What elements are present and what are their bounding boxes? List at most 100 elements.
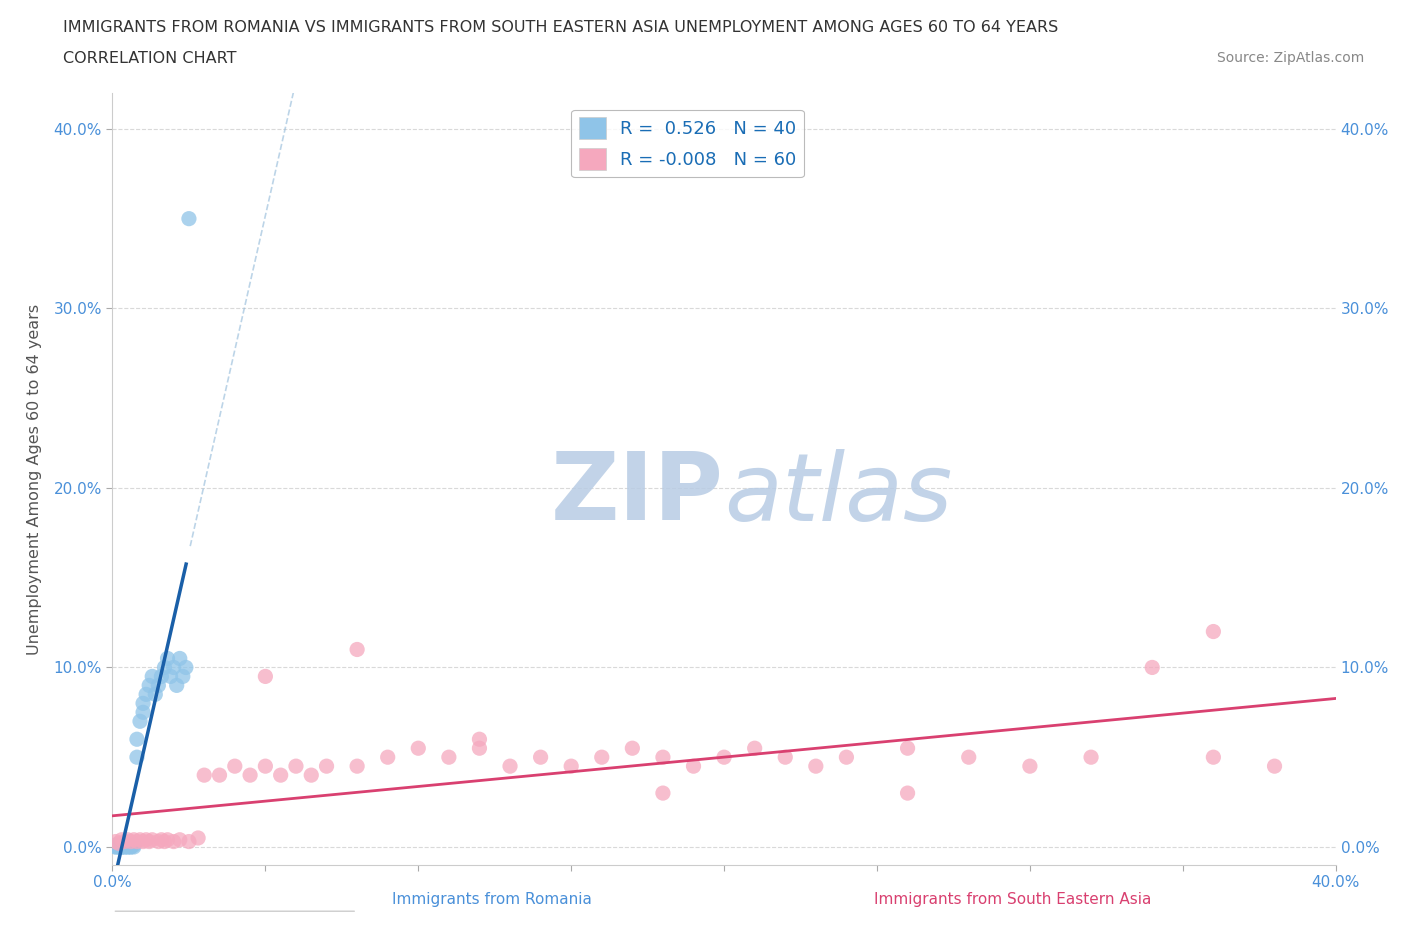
Immigrants from South Eastern Asia	[1264, 759, 1286, 774]
Immigrants from South Eastern Asia	[153, 834, 176, 849]
Immigrants from South Eastern Asia	[187, 830, 209, 845]
Text: Immigrants from South Eastern Asia: Immigrants from South Eastern Asia	[873, 892, 1152, 907]
Immigrants from Romania	[111, 840, 134, 855]
Y-axis label: Unemployment Among Ages 60 to 64 years: Unemployment Among Ages 60 to 64 years	[28, 303, 42, 655]
Immigrants from Romania	[111, 840, 134, 855]
Immigrants from Romania	[104, 838, 127, 853]
Immigrants from South Eastern Asia	[1080, 750, 1102, 764]
Immigrants from South Eastern Asia	[1202, 624, 1225, 639]
Immigrants from South Eastern Asia	[957, 750, 980, 764]
Immigrants from Romania	[172, 669, 194, 684]
Text: Source: ZipAtlas.com: Source: ZipAtlas.com	[1216, 51, 1364, 65]
Immigrants from Romania	[107, 840, 129, 855]
Immigrants from Romania	[111, 838, 134, 853]
Immigrants from South Eastern Asia	[107, 836, 129, 851]
Text: IMMIGRANTS FROM ROMANIA VS IMMIGRANTS FROM SOUTH EASTERN ASIA UNEMPLOYMENT AMONG: IMMIGRANTS FROM ROMANIA VS IMMIGRANTS FR…	[63, 20, 1059, 35]
Immigrants from South Eastern Asia	[346, 642, 368, 657]
Immigrants from South Eastern Asia	[148, 834, 170, 849]
Immigrants from Romania	[135, 687, 157, 702]
Immigrants from South Eastern Asia	[408, 741, 430, 756]
Immigrants from Romania	[163, 660, 186, 675]
Immigrants from South Eastern Asia	[621, 741, 644, 756]
Immigrants from South Eastern Asia	[897, 786, 920, 801]
Immigrants from South Eastern Asia	[591, 750, 613, 764]
Immigrants from South Eastern Asia	[835, 750, 858, 764]
Immigrants from Romania	[125, 750, 148, 764]
Immigrants from South Eastern Asia	[270, 767, 292, 782]
Immigrants from South Eastern Asia	[377, 750, 399, 764]
Immigrants from Romania	[156, 651, 179, 666]
Immigrants from Romania	[150, 669, 173, 684]
Immigrants from South Eastern Asia	[254, 759, 277, 774]
Immigrants from South Eastern Asia	[682, 759, 704, 774]
Immigrants from Romania	[177, 211, 200, 226]
Text: ZIP: ZIP	[551, 448, 724, 540]
Immigrants from South Eastern Asia	[499, 759, 522, 774]
Immigrants from South Eastern Asia	[129, 832, 152, 847]
Immigrants from South Eastern Asia	[224, 759, 246, 774]
Immigrants from Romania	[104, 840, 127, 855]
Immigrants from South Eastern Asia	[114, 834, 136, 849]
Immigrants from Romania	[153, 660, 176, 675]
Immigrants from South Eastern Asia	[1018, 759, 1040, 774]
Immigrants from South Eastern Asia	[104, 834, 127, 849]
Immigrants from South Eastern Asia	[138, 834, 160, 849]
Immigrants from South Eastern Asia	[468, 741, 491, 756]
Immigrants from Romania	[122, 840, 145, 855]
Immigrants from Romania	[148, 678, 170, 693]
Immigrants from South Eastern Asia	[177, 834, 200, 849]
Immigrants from South Eastern Asia	[530, 750, 553, 764]
Immigrants from Romania	[114, 840, 136, 855]
Immigrants from South Eastern Asia	[169, 832, 191, 847]
Immigrants from Romania	[114, 838, 136, 853]
Immigrants from Romania	[104, 840, 127, 855]
Immigrants from South Eastern Asia	[1202, 750, 1225, 764]
Immigrants from South Eastern Asia	[804, 759, 827, 774]
Immigrants from Romania	[132, 696, 155, 711]
Immigrants from Romania	[114, 840, 136, 855]
Immigrants from Romania	[122, 838, 145, 853]
Immigrants from Romania	[111, 840, 134, 855]
Immigrants from South Eastern Asia	[652, 750, 675, 764]
Immigrants from South Eastern Asia	[163, 834, 186, 849]
Immigrants from South Eastern Asia	[468, 732, 491, 747]
Immigrants from South Eastern Asia	[208, 767, 231, 782]
Legend: R =  0.526   N = 40, R = -0.008   N = 60: R = 0.526 N = 40, R = -0.008 N = 60	[571, 110, 803, 178]
Immigrants from Romania	[117, 838, 139, 853]
Immigrants from South Eastern Asia	[775, 750, 797, 764]
Immigrants from South Eastern Asia	[193, 767, 215, 782]
Immigrants from Romania	[117, 840, 139, 855]
Immigrants from South Eastern Asia	[346, 759, 368, 774]
Immigrants from Romania	[129, 714, 152, 729]
Immigrants from South Eastern Asia	[652, 786, 675, 801]
Text: CORRELATION CHART: CORRELATION CHART	[63, 51, 236, 66]
Immigrants from South Eastern Asia	[120, 834, 142, 849]
Immigrants from South Eastern Asia	[254, 669, 277, 684]
Immigrants from South Eastern Asia	[560, 759, 582, 774]
Immigrants from South Eastern Asia	[135, 832, 157, 847]
Immigrants from South Eastern Asia	[117, 832, 139, 847]
Immigrants from South Eastern Asia	[744, 741, 766, 756]
Immigrants from Romania	[169, 651, 191, 666]
Immigrants from South Eastern Asia	[284, 759, 308, 774]
Immigrants from South Eastern Asia	[150, 832, 173, 847]
Immigrants from Romania	[125, 732, 148, 747]
Immigrants from South Eastern Asia	[437, 750, 460, 764]
Immigrants from Romania	[120, 840, 142, 855]
Immigrants from South Eastern Asia	[299, 767, 322, 782]
Immigrants from South Eastern Asia	[111, 832, 134, 847]
Immigrants from South Eastern Asia	[122, 832, 145, 847]
Immigrants from Romania	[117, 840, 139, 855]
Immigrants from Romania	[166, 678, 188, 693]
Immigrants from Romania	[174, 660, 197, 675]
Immigrants from Romania	[141, 669, 163, 684]
Text: Immigrants from Romania: Immigrants from Romania	[392, 892, 592, 907]
Immigrants from Romania	[143, 687, 166, 702]
Immigrants from South Eastern Asia	[713, 750, 735, 764]
Immigrants from South Eastern Asia	[897, 741, 920, 756]
Immigrants from Romania	[132, 705, 155, 720]
Text: atlas: atlas	[724, 449, 952, 540]
Immigrants from Romania	[159, 669, 181, 684]
Immigrants from Romania	[107, 840, 129, 855]
Immigrants from South Eastern Asia	[1142, 660, 1164, 675]
